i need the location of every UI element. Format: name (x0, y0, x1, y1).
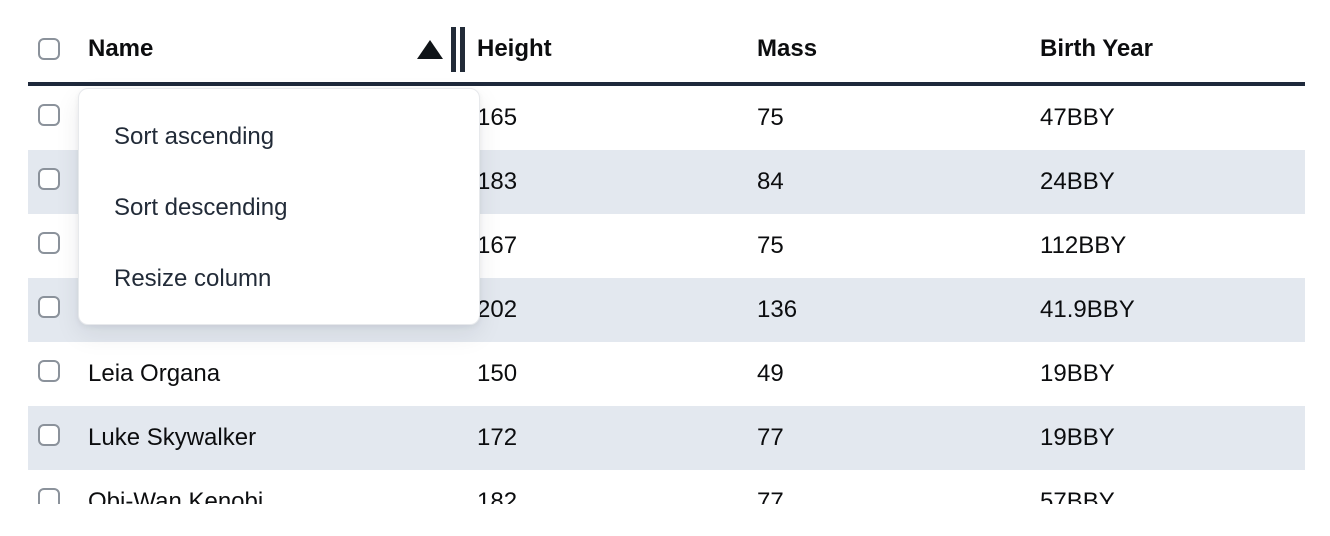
row-checkbox[interactable] (38, 359, 60, 382)
column-context-menu: Sort ascending Sort descending Resize co… (78, 88, 480, 325)
cell-height: 202 (477, 296, 518, 323)
cell-mass: 84 (757, 168, 784, 195)
cell-mass: 75 (757, 232, 784, 259)
menu-item-sort-descending[interactable]: Sort descending (114, 193, 288, 221)
sort-ascending-icon (417, 39, 443, 59)
row-checkbox[interactable] (38, 295, 60, 318)
header-select-cell (28, 38, 78, 60)
row-checkbox[interactable] (38, 423, 60, 446)
row-checkbox[interactable] (38, 103, 60, 126)
cell-birth-year: 19BBY (1040, 360, 1115, 387)
table-row: 165 75 47BBY (28, 86, 1305, 150)
select-all-checkbox[interactable] (38, 38, 60, 60)
table-row: Luke Skywalker 172 77 19BBY (28, 406, 1305, 470)
cell-birth-year: 24BBY (1040, 168, 1115, 195)
cell-birth-year: 41.9BBY (1040, 296, 1135, 323)
cell-name: Obi-Wan Kenobi (88, 488, 264, 504)
row-checkbox[interactable] (38, 167, 60, 190)
cell-birth-year: 57BBY (1040, 488, 1115, 504)
cell-name: Luke Skywalker (88, 424, 257, 451)
cell-height: 167 (477, 232, 518, 259)
cell-height: 165 (477, 104, 518, 131)
cell-birth-year: 112BBY (1040, 232, 1127, 259)
table-row: Obi-Wan Kenobi 182 77 57BBY (28, 470, 1305, 504)
cell-birth-year: 19BBY (1040, 424, 1115, 451)
cell-mass: 136 (757, 296, 798, 323)
column-header-mass[interactable]: Mass (757, 35, 818, 62)
cell-height: 172 (477, 424, 518, 451)
cell-name: Leia Organa (88, 360, 221, 387)
cell-birth-year: 47BBY (1040, 104, 1115, 131)
column-header-name[interactable]: Name (78, 16, 477, 82)
row-checkbox[interactable] (38, 231, 60, 254)
column-header-name-label: Name (88, 35, 154, 62)
row-checkbox[interactable] (38, 487, 60, 504)
cell-mass: 77 (757, 424, 784, 451)
cell-height: 183 (477, 168, 518, 195)
cell-mass: 49 (757, 360, 784, 387)
menu-item-sort-ascending[interactable]: Sort ascending (114, 122, 275, 150)
table-row: Leia Organa 150 49 19BBY (28, 342, 1305, 406)
column-header-birth-year[interactable]: Birth Year (1040, 35, 1153, 62)
cell-mass: 75 (757, 104, 784, 131)
cell-height: 182 (477, 488, 518, 504)
table-row: 167 75 112BBY (28, 214, 1305, 278)
column-resize-handle-icon[interactable] (451, 26, 465, 72)
column-header-height[interactable]: Height (477, 35, 552, 62)
cell-mass: 77 (757, 488, 784, 504)
table-header-row: Name Height Mass Birth Year (28, 0, 1305, 86)
menu-item-resize-column[interactable]: Resize column (114, 264, 272, 292)
cell-height: 150 (477, 360, 518, 387)
